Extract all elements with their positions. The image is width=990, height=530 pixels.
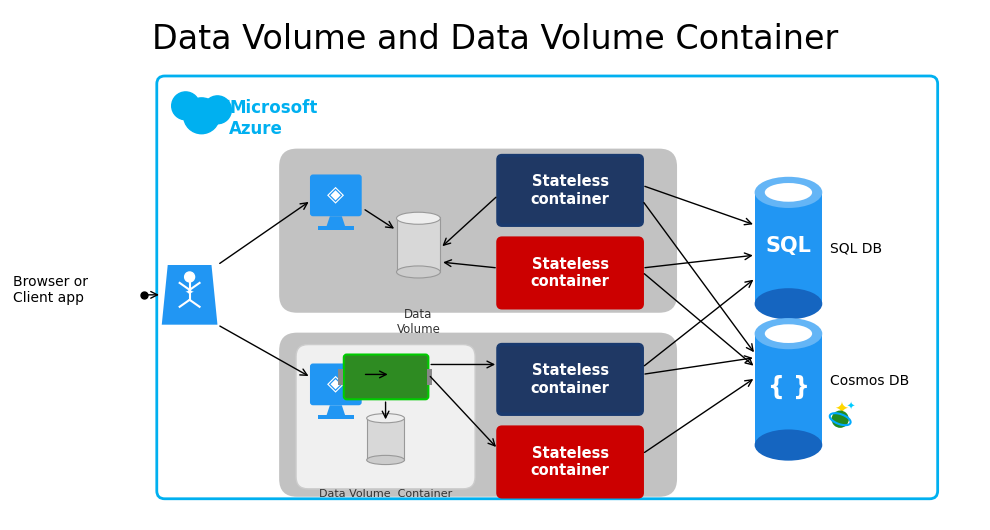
Text: SQL DB: SQL DB bbox=[831, 241, 882, 255]
Text: Stateless
container: Stateless container bbox=[531, 174, 610, 207]
Bar bbox=[318, 226, 353, 230]
Bar bbox=[754, 192, 823, 304]
FancyBboxPatch shape bbox=[310, 364, 361, 405]
Bar bbox=[428, 369, 433, 385]
FancyBboxPatch shape bbox=[498, 238, 643, 308]
Ellipse shape bbox=[754, 177, 823, 208]
Polygon shape bbox=[326, 405, 346, 417]
FancyBboxPatch shape bbox=[279, 148, 677, 313]
Text: Data Volume  Container: Data Volume Container bbox=[319, 489, 452, 499]
Ellipse shape bbox=[754, 318, 823, 349]
Bar bbox=[318, 415, 353, 419]
Text: Data
Volume: Data Volume bbox=[396, 308, 441, 336]
Ellipse shape bbox=[397, 266, 441, 278]
Ellipse shape bbox=[397, 212, 441, 224]
Text: Data Volume and Data Volume Container: Data Volume and Data Volume Container bbox=[151, 23, 839, 56]
FancyBboxPatch shape bbox=[173, 100, 230, 114]
Circle shape bbox=[204, 96, 232, 123]
Text: ✦: ✦ bbox=[185, 288, 194, 298]
Circle shape bbox=[185, 272, 195, 282]
Ellipse shape bbox=[366, 455, 405, 465]
Text: SQL: SQL bbox=[765, 236, 812, 256]
Text: ✦: ✦ bbox=[846, 401, 854, 411]
FancyBboxPatch shape bbox=[344, 355, 429, 399]
FancyBboxPatch shape bbox=[498, 156, 643, 225]
Text: Stateless
container: Stateless container bbox=[531, 363, 610, 395]
Bar bbox=[754, 334, 823, 445]
Bar bbox=[338, 369, 343, 385]
Text: ✦: ✦ bbox=[835, 400, 848, 418]
FancyBboxPatch shape bbox=[156, 76, 938, 499]
Text: Stateless
container: Stateless container bbox=[531, 446, 610, 478]
Text: Microsoft
Azure: Microsoft Azure bbox=[230, 99, 318, 138]
Ellipse shape bbox=[765, 183, 812, 202]
Circle shape bbox=[171, 92, 200, 120]
FancyBboxPatch shape bbox=[296, 344, 475, 489]
Text: Stateless
container: Stateless container bbox=[531, 257, 610, 289]
Bar bbox=[366, 418, 405, 460]
Ellipse shape bbox=[765, 324, 812, 343]
FancyBboxPatch shape bbox=[498, 427, 643, 497]
Circle shape bbox=[183, 98, 220, 134]
Bar bbox=[397, 217, 441, 272]
Text: { }: { } bbox=[767, 375, 810, 400]
Ellipse shape bbox=[754, 288, 823, 320]
Polygon shape bbox=[326, 216, 346, 228]
FancyBboxPatch shape bbox=[498, 344, 643, 414]
FancyBboxPatch shape bbox=[279, 333, 677, 497]
FancyBboxPatch shape bbox=[310, 174, 361, 216]
Text: ◈: ◈ bbox=[328, 373, 345, 393]
Ellipse shape bbox=[754, 429, 823, 461]
Text: Cosmos DB: Cosmos DB bbox=[831, 374, 910, 388]
Text: ◈: ◈ bbox=[328, 184, 345, 205]
Circle shape bbox=[833, 411, 848, 427]
Polygon shape bbox=[161, 265, 218, 325]
Ellipse shape bbox=[366, 413, 405, 423]
Text: Browser or
Client app: Browser or Client app bbox=[13, 275, 87, 305]
